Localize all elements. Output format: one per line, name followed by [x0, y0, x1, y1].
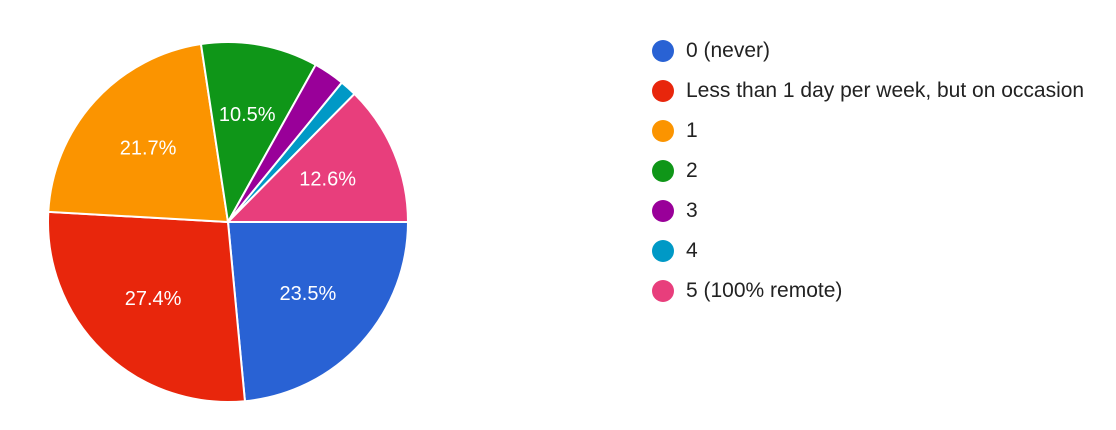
legend-swatch-1 [652, 80, 674, 102]
legend-label-5: 4 [686, 239, 698, 262]
pie-slice-label-6: 12.6% [299, 169, 356, 191]
legend-swatch-3 [652, 160, 674, 182]
legend-item-0: 0 (never) [652, 36, 1092, 66]
legend-label-3: 2 [686, 159, 698, 182]
legend: 0 (never) Less than 1 day per week, but o… [652, 36, 1092, 316]
legend-item-3: 2 [652, 156, 1092, 186]
pie-slice-6 [225, 92, 410, 223]
legend-label-2: 1 [686, 119, 698, 142]
legend-swatch-6 [652, 280, 674, 302]
legend-item-4: 3 [652, 196, 1092, 226]
pie-slice-1 [47, 210, 247, 403]
pie-chart: 23.5% 27.4% 21.7% 10.5% 12.6% [47, 41, 410, 403]
legend-swatch-5 [652, 240, 674, 262]
legend-item-6: 5 (100% remote) [652, 276, 1092, 306]
pie-slice-3 [199, 41, 318, 226]
pie-slice-0 [226, 221, 410, 403]
legend-swatch-2 [652, 120, 674, 142]
legend-label-1: Less than 1 day per week, but on occasio… [686, 79, 1085, 102]
legend-swatch-0 [652, 40, 674, 62]
pie-slice-label-0: 23.5% [280, 283, 337, 305]
legend-item-5: 4 [652, 236, 1092, 266]
pie-slice-label-2: 21.7% [120, 138, 177, 160]
legend-label-0: 0 (never) [686, 39, 771, 62]
legend-swatch-4 [652, 200, 674, 222]
legend-item-2: 1 [652, 116, 1092, 146]
legend-item-1: Less than 1 day per week, but on occasio… [652, 76, 1092, 106]
pie-slice-label-1: 27.4% [125, 288, 182, 310]
pie-slice-2 [47, 42, 230, 224]
legend-label-6: 5 (100% remote) [686, 279, 843, 302]
pie-slice-label-3: 10.5% [219, 104, 276, 126]
legend-label-4: 3 [686, 199, 698, 222]
